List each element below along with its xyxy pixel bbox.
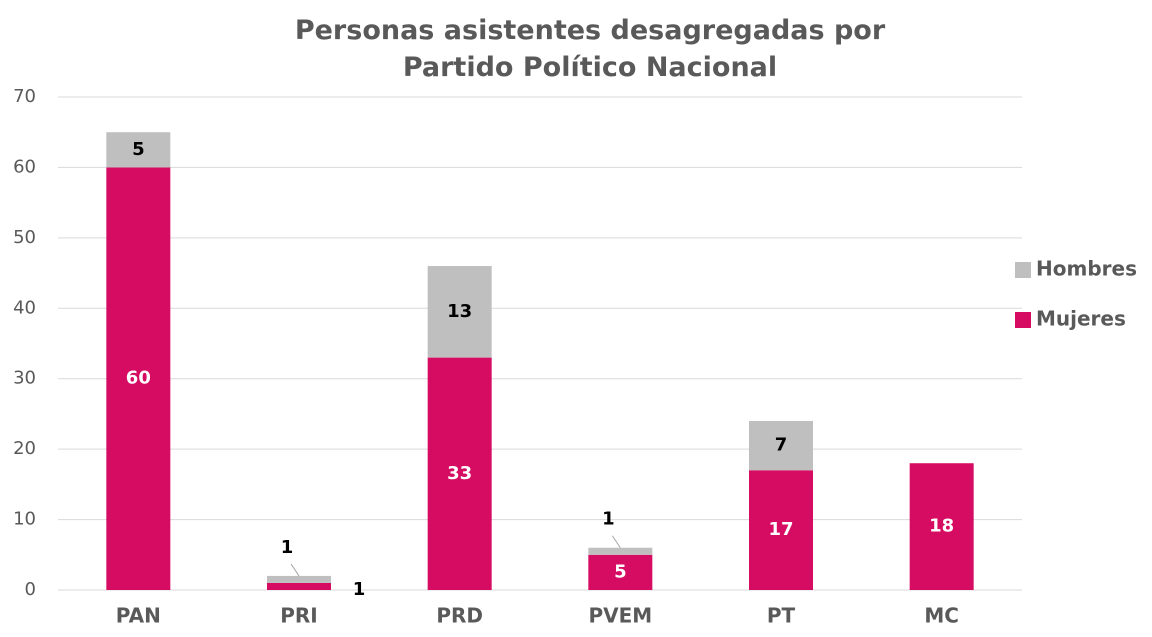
- bar-segment: [427, 266, 492, 358]
- data-label: 17: [768, 519, 793, 540]
- y-tick-label: 40: [13, 297, 36, 318]
- data-label: 33: [447, 463, 472, 484]
- data-label: 1: [602, 509, 615, 530]
- leader-line: [290, 563, 300, 577]
- bar-segment: [427, 357, 492, 590]
- data-label: 1: [353, 579, 366, 600]
- data-label: 13: [447, 301, 472, 322]
- data-label: 60: [126, 368, 151, 389]
- legend-swatch: [1015, 262, 1031, 278]
- bar-segment: [749, 420, 813, 471]
- y-tick-label: 20: [13, 438, 36, 459]
- legend-label: Mujeres: [1036, 307, 1126, 331]
- data-label: 5: [132, 139, 145, 160]
- data-label: 18: [929, 516, 954, 537]
- bar-segment: [588, 547, 653, 555]
- y-tick-label: 10: [13, 509, 36, 530]
- bar-segment: [106, 132, 171, 168]
- bar-segment: [749, 470, 813, 590]
- x-tick-label: PRI: [280, 604, 318, 628]
- x-tick-label: PT: [767, 604, 796, 628]
- data-label: 5: [614, 561, 627, 582]
- y-tick-label: 70: [13, 86, 36, 107]
- leader-line: [611, 535, 621, 549]
- data-label: 1: [281, 537, 294, 558]
- x-tick-label: PVEM: [588, 604, 652, 628]
- x-tick-label: MC: [924, 604, 959, 628]
- x-tick-label: PRD: [436, 604, 483, 628]
- x-tick-label: PAN: [116, 604, 161, 628]
- legend-swatch: [1015, 312, 1031, 328]
- bar-segment: [106, 167, 171, 590]
- y-tick-label: 50: [13, 227, 36, 248]
- legend-label: Hombres: [1036, 257, 1137, 281]
- bar-segment: [909, 463, 974, 590]
- data-label: 7: [775, 435, 788, 456]
- y-tick-label: 0: [25, 579, 36, 600]
- bar-segment: [588, 554, 653, 590]
- bar-segment: [267, 582, 331, 590]
- bar-segment: [267, 575, 331, 583]
- y-tick-label: 60: [13, 156, 36, 177]
- y-tick-label: 30: [13, 368, 36, 389]
- chart-title: Personas asistentes desagregadas por Par…: [294, 15, 886, 83]
